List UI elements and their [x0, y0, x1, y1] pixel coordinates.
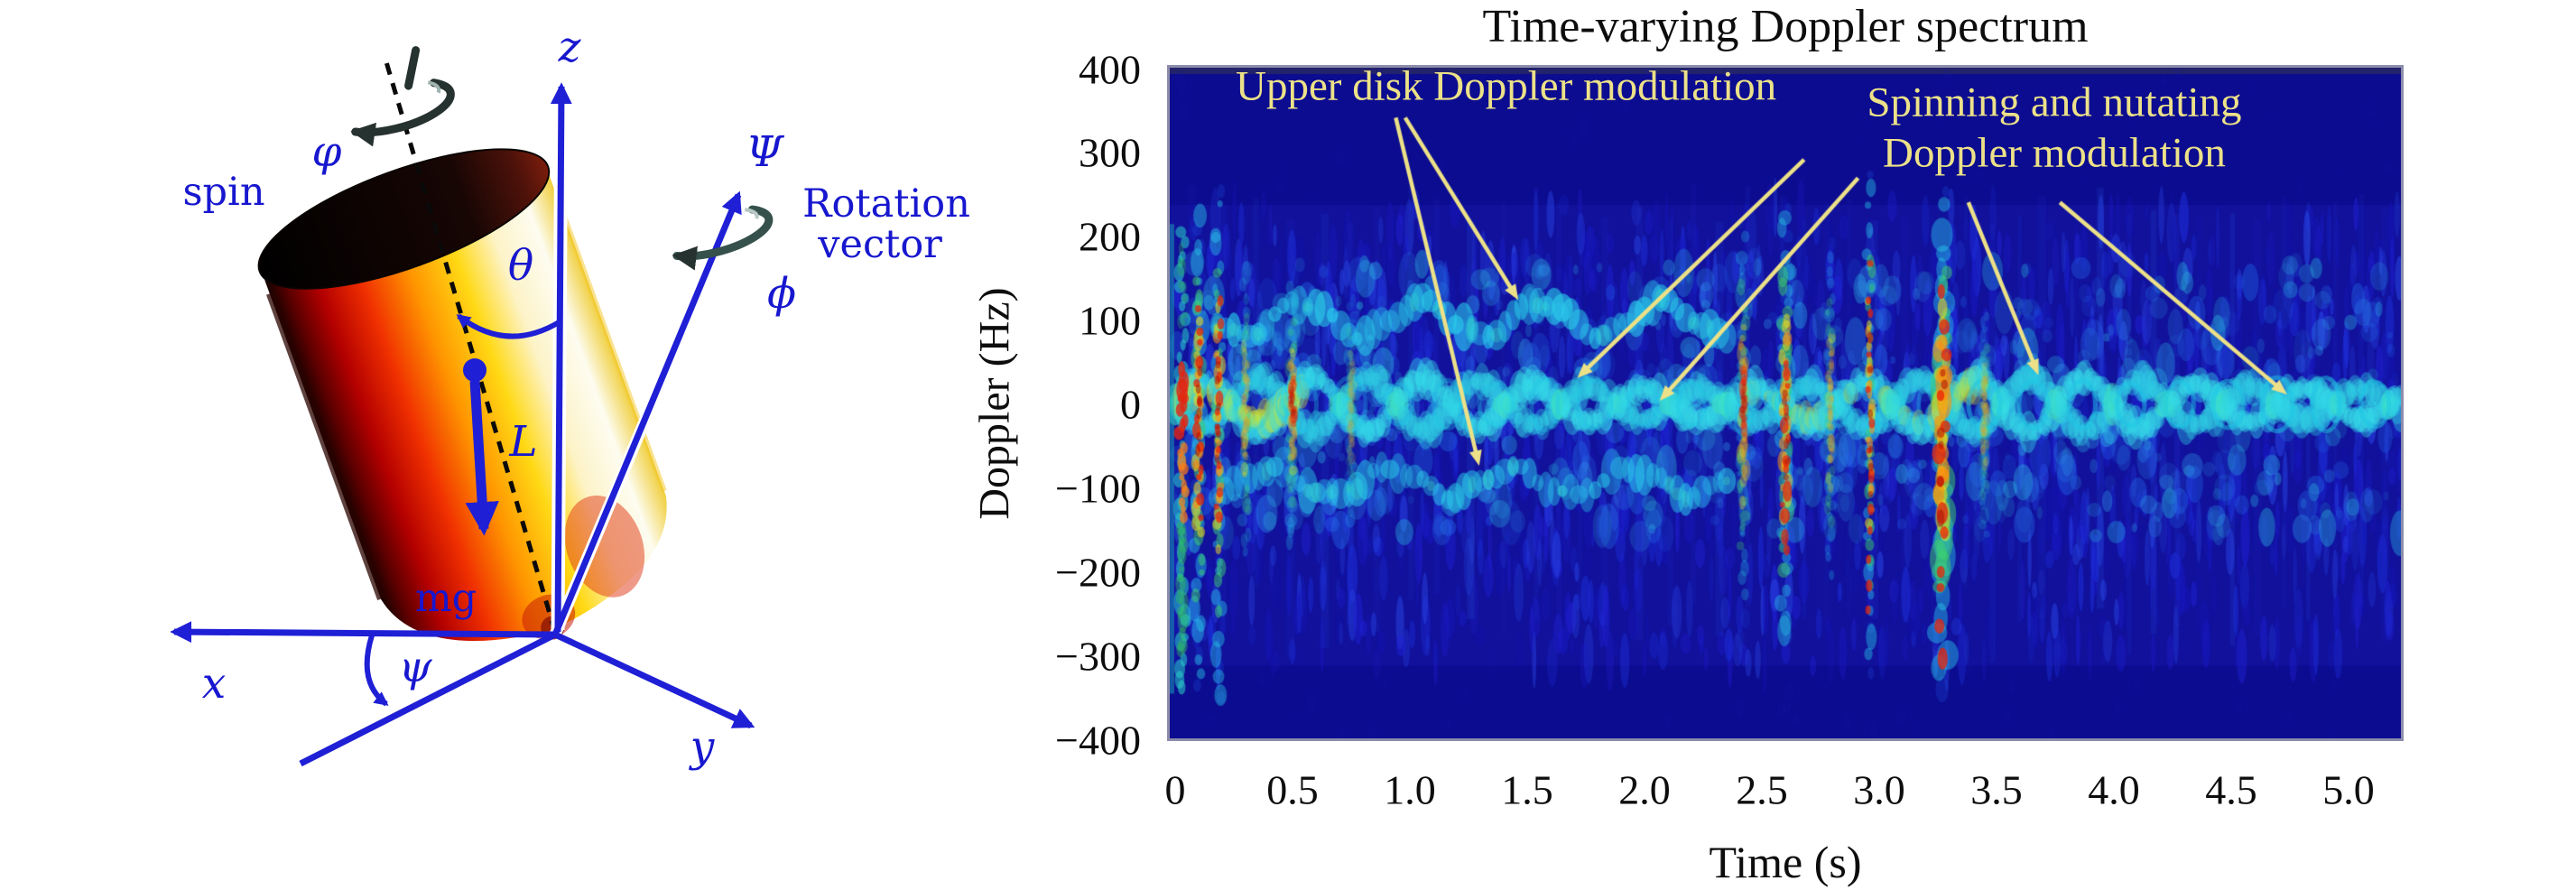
- y-axis: [553, 631, 755, 729]
- spectrogram-plot-area: [1167, 65, 2404, 741]
- y-tick-label: 200: [1079, 213, 1141, 260]
- x-tick-label: 0: [1164, 766, 1186, 813]
- chart-title: Time-varying Doppler spectrum: [1482, 1, 2089, 52]
- cylinder-right-highlight-edge: [555, 197, 667, 493]
- x-tick-label: 5.0: [2322, 766, 2375, 813]
- x-tick-label: 2.5: [1736, 766, 1788, 813]
- annotation-spinning-line2: Doppler modulation: [1883, 129, 2226, 177]
- y-tick-label: −100: [1055, 465, 1141, 512]
- x-tick-label: 2.0: [1618, 766, 1671, 813]
- annotation-spinning-nutating: Spinning and nutating Doppler modulation: [1867, 79, 2241, 179]
- y-axis-label: y: [689, 722, 716, 772]
- y-tick-label: −300: [1055, 633, 1141, 680]
- annotation-spinning-line1: Spinning and nutating: [1867, 79, 2242, 126]
- x-tick-label: 3.5: [1970, 766, 2023, 813]
- y-tick-label: 100: [1079, 297, 1141, 344]
- x-axis-label: x: [202, 659, 227, 709]
- x-tick-label: 1.0: [1384, 766, 1436, 813]
- rotation-vector-label-line1: Rotation: [802, 181, 970, 227]
- z-axis: [550, 82, 572, 633]
- x-axis: [170, 621, 556, 644]
- rotation-vector-icon: [672, 205, 774, 271]
- x-axis-title: Time (s): [1709, 837, 1862, 887]
- angular-momentum-label: L: [508, 417, 537, 467]
- spin-label: spin: [182, 170, 264, 215]
- rotation-vector-label-line2: vector: [817, 222, 942, 267]
- y-tick-label: −200: [1055, 549, 1141, 596]
- y-axis-tick-labels: 400 300 200 100 0 −100 −200 −300 −400: [975, 0, 1148, 890]
- z-axis-label: z: [558, 23, 581, 72]
- L-vector-arrow: [465, 380, 499, 536]
- spin-rotation-icon: [350, 46, 455, 147]
- y-tick-label: 300: [1079, 129, 1141, 176]
- capital-psi-label: Ψ: [746, 127, 784, 177]
- annotation-upper-disk-text: Upper disk Doppler modulation: [1236, 62, 1777, 110]
- rotation-vector-axis: [551, 190, 742, 636]
- x-tick-label: 4.5: [2205, 766, 2257, 813]
- gyroscope-diagram: spin φ z θ Ψ ϕ Rotation vector L mg x ψ …: [170, 23, 970, 772]
- y-tick-label: 0: [1120, 381, 1141, 428]
- phi-label: ϕ: [767, 269, 796, 319]
- y-tick-label: 400: [1079, 46, 1141, 92]
- annotation-upper-disk: Upper disk Doppler modulation: [1236, 61, 1776, 111]
- x-tick-label: 0.5: [1266, 766, 1319, 813]
- psi-angle-arc: [364, 635, 389, 707]
- x-tick-label: 4.0: [2088, 766, 2140, 813]
- cylinder-left-shadow-edge: [266, 292, 385, 601]
- y-tick-label: −400: [1055, 717, 1141, 763]
- theta-angle-arc: [456, 313, 562, 339]
- spin-rate-varphi-label: φ: [312, 127, 342, 177]
- x-tick-label: 3.0: [1853, 766, 1905, 813]
- theta-label: θ: [508, 241, 533, 291]
- L-vector-dot: [463, 358, 486, 382]
- cylinder-top-face: [257, 148, 551, 290]
- x-tick-label: 1.5: [1501, 766, 1553, 813]
- symmetry-axis-dashed: [382, 55, 558, 633]
- psi-label: ψ: [399, 643, 433, 692]
- gravity-mg-label: mg: [415, 576, 477, 621]
- spectrogram-canvas: [1170, 68, 2401, 738]
- y-axis-back-extension: [299, 631, 557, 767]
